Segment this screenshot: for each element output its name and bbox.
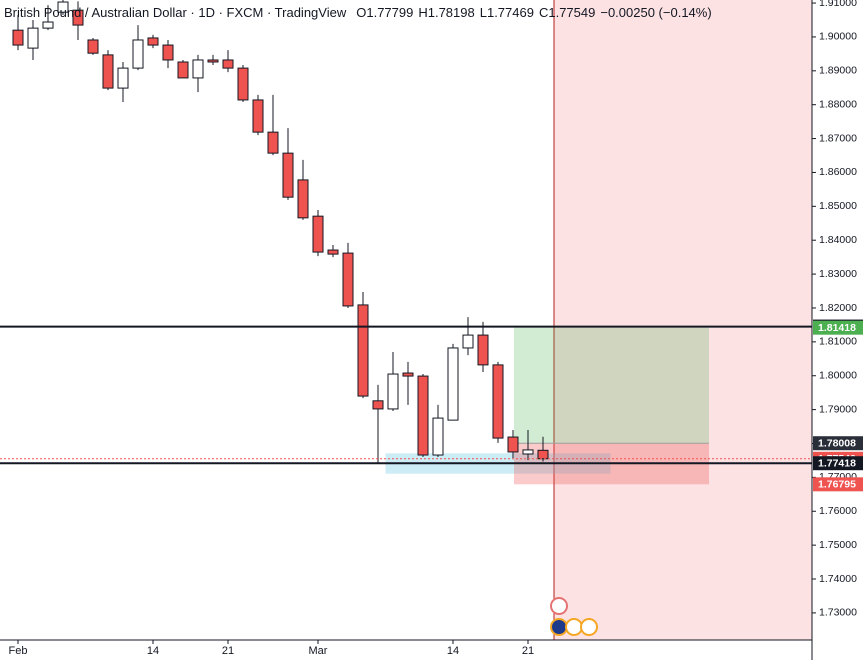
y-tick-label: 1.88000 <box>819 98 857 110</box>
price-label: 1.76795 <box>818 479 856 491</box>
y-tick-label: 1.89000 <box>819 65 857 77</box>
candle-body <box>57 1 69 13</box>
candle-body <box>327 249 339 255</box>
header: British Pound / Australian Dollar · 1D ·… <box>4 5 712 20</box>
y-tick-label: 1.81000 <box>819 336 857 348</box>
x-tick-label: Mar <box>309 645 328 657</box>
y-tick-label: 1.75000 <box>819 539 857 551</box>
candle-body <box>87 39 99 54</box>
candle-body <box>237 67 249 101</box>
future-shade <box>554 0 812 640</box>
price-label: 1.78008 <box>818 438 856 450</box>
y-tick-label: 1.73000 <box>819 607 857 619</box>
price-label: 1.81418 <box>818 322 856 334</box>
candle-body <box>72 9 84 26</box>
candle-body <box>132 39 144 69</box>
candle-body <box>312 215 324 253</box>
y-tick-label: 1.83000 <box>819 268 857 280</box>
ohlc-label: C1.77549 <box>539 5 595 20</box>
y-tick-label: 1.79000 <box>819 403 857 415</box>
x-tick-label: 14 <box>147 645 159 657</box>
candle-body <box>342 252 354 307</box>
price-label-box <box>813 436 863 451</box>
x-tick-label: Feb <box>9 645 28 657</box>
ohlc-label: O1.77799 <box>356 5 413 20</box>
candle-body <box>492 364 504 439</box>
candle-body <box>177 61 189 79</box>
y-tick-label: 1.74000 <box>819 573 857 585</box>
position-target <box>514 327 709 444</box>
candle-body <box>192 59 204 79</box>
candle-body <box>27 27 39 49</box>
candle-body <box>447 347 459 421</box>
x-tick-label: 21 <box>222 645 234 657</box>
price-label-box <box>813 477 863 492</box>
candle-body <box>522 449 534 455</box>
candle-body <box>282 152 294 198</box>
candle-body <box>222 59 234 69</box>
candle-body <box>357 304 369 397</box>
event-icon <box>550 618 568 636</box>
y-tick-label: 1.76000 <box>819 505 857 517</box>
y-tick-label: 1.91000 <box>819 0 857 9</box>
ohlc-label: H1.78198 <box>418 5 474 20</box>
candle-body <box>297 179 309 219</box>
symbol-title: British Pound / Australian Dollar · 1D ·… <box>4 5 347 20</box>
x-tick-label: 14 <box>447 645 459 657</box>
price-label: 1.77418 <box>818 457 856 469</box>
candle-body <box>477 334 489 366</box>
candle-body <box>102 54 114 89</box>
ohlc-label: L1.77469 <box>480 5 534 20</box>
y-tick-label: 1.87000 <box>819 132 857 144</box>
candle-body <box>402 372 414 377</box>
event-icon <box>580 618 598 636</box>
candle-body <box>117 67 129 89</box>
candle-body <box>462 334 474 349</box>
candle-body <box>252 99 264 133</box>
candle-body <box>162 44 174 61</box>
candle-body <box>507 436 519 453</box>
price-label-box <box>813 320 863 335</box>
event-icons <box>550 597 598 636</box>
y-tick-label: 1.86000 <box>819 166 857 178</box>
change-label: −0.00250 (−0.14%) <box>600 5 711 20</box>
x-tick-label: 21 <box>522 645 534 657</box>
plot <box>0 0 812 485</box>
candle-body <box>207 59 219 63</box>
candle-body <box>432 417 444 456</box>
y-tick-label: 1.82000 <box>819 302 857 314</box>
candle-body <box>267 131 279 154</box>
candle-body <box>417 375 429 456</box>
event-icon <box>550 597 568 615</box>
candle-body <box>387 373 399 410</box>
candle-body <box>42 21 54 29</box>
candle-body <box>12 29 24 46</box>
candle-body <box>372 400 384 410</box>
price-label-box <box>813 456 863 471</box>
candle-body <box>537 449 549 460</box>
y-tick-label: 1.80000 <box>819 370 857 382</box>
y-tick-label: 1.84000 <box>819 234 857 246</box>
y-tick-label: 1.90000 <box>819 31 857 43</box>
y-tick-label: 1.85000 <box>819 200 857 212</box>
event-icon <box>565 618 583 636</box>
candle-body <box>147 37 159 46</box>
